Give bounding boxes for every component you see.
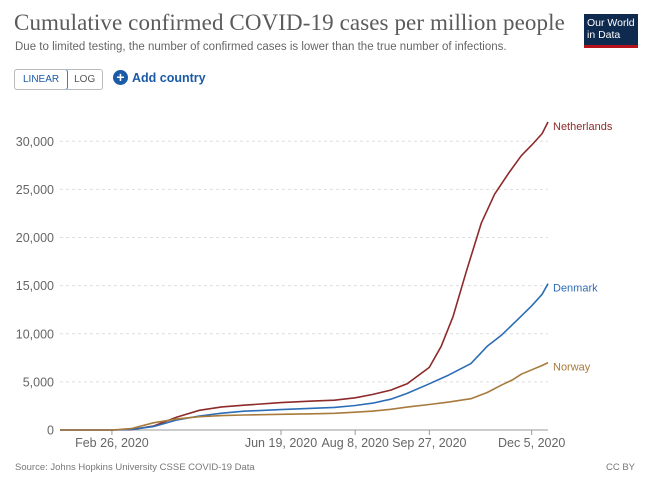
x-tick-label: Feb 26, 2020 [75,436,149,450]
series-line-netherlands [60,121,549,431]
our-world-in-data-logo[interactable]: Our World in Data [584,14,638,48]
series-label-netherlands: Netherlands [553,121,613,133]
series-label-denmark: Denmark [553,283,598,295]
y-tick-label: 30,000 [16,135,54,149]
logo-line-1: Our World [587,17,635,29]
add-country-label: Add country [132,70,206,85]
scale-toggle: LINEAR LOG [14,69,104,90]
series-line-norway [60,361,549,431]
license-link[interactable]: CC BY [605,462,635,473]
y-tick-label: 20,000 [16,231,54,245]
linear-scale-button[interactable]: LINEAR [15,70,69,89]
x-tick-label: Sep 27, 2020 [392,436,466,450]
chart-subtitle: Due to limited testing, the number of co… [15,41,507,53]
x-tick-label: Dec 5, 2020 [498,436,565,450]
series-line-denmark [60,283,549,431]
y-tick-label: 5,000 [23,375,54,389]
plus-circle-icon: + [113,70,128,85]
y-tick-label: 25,000 [16,183,54,197]
source-note[interactable]: Source: Johns Hopkins University CSSE CO… [15,462,255,473]
chart-title: Cumulative confirmed COVID-19 cases per … [14,10,565,35]
y-tick-label: 10,000 [16,327,54,341]
series-label-norway: Norway [553,362,591,374]
log-scale-button[interactable]: LOG [74,74,96,85]
x-tick-label: Jun 19, 2020 [245,436,317,450]
y-tick-label: 0 [47,424,54,438]
x-tick-label: Aug 8, 2020 [321,436,388,450]
y-tick-label: 15,000 [16,279,54,293]
add-country-button[interactable]: + Add country [113,70,206,85]
logo-line-2: in Data [587,29,621,41]
